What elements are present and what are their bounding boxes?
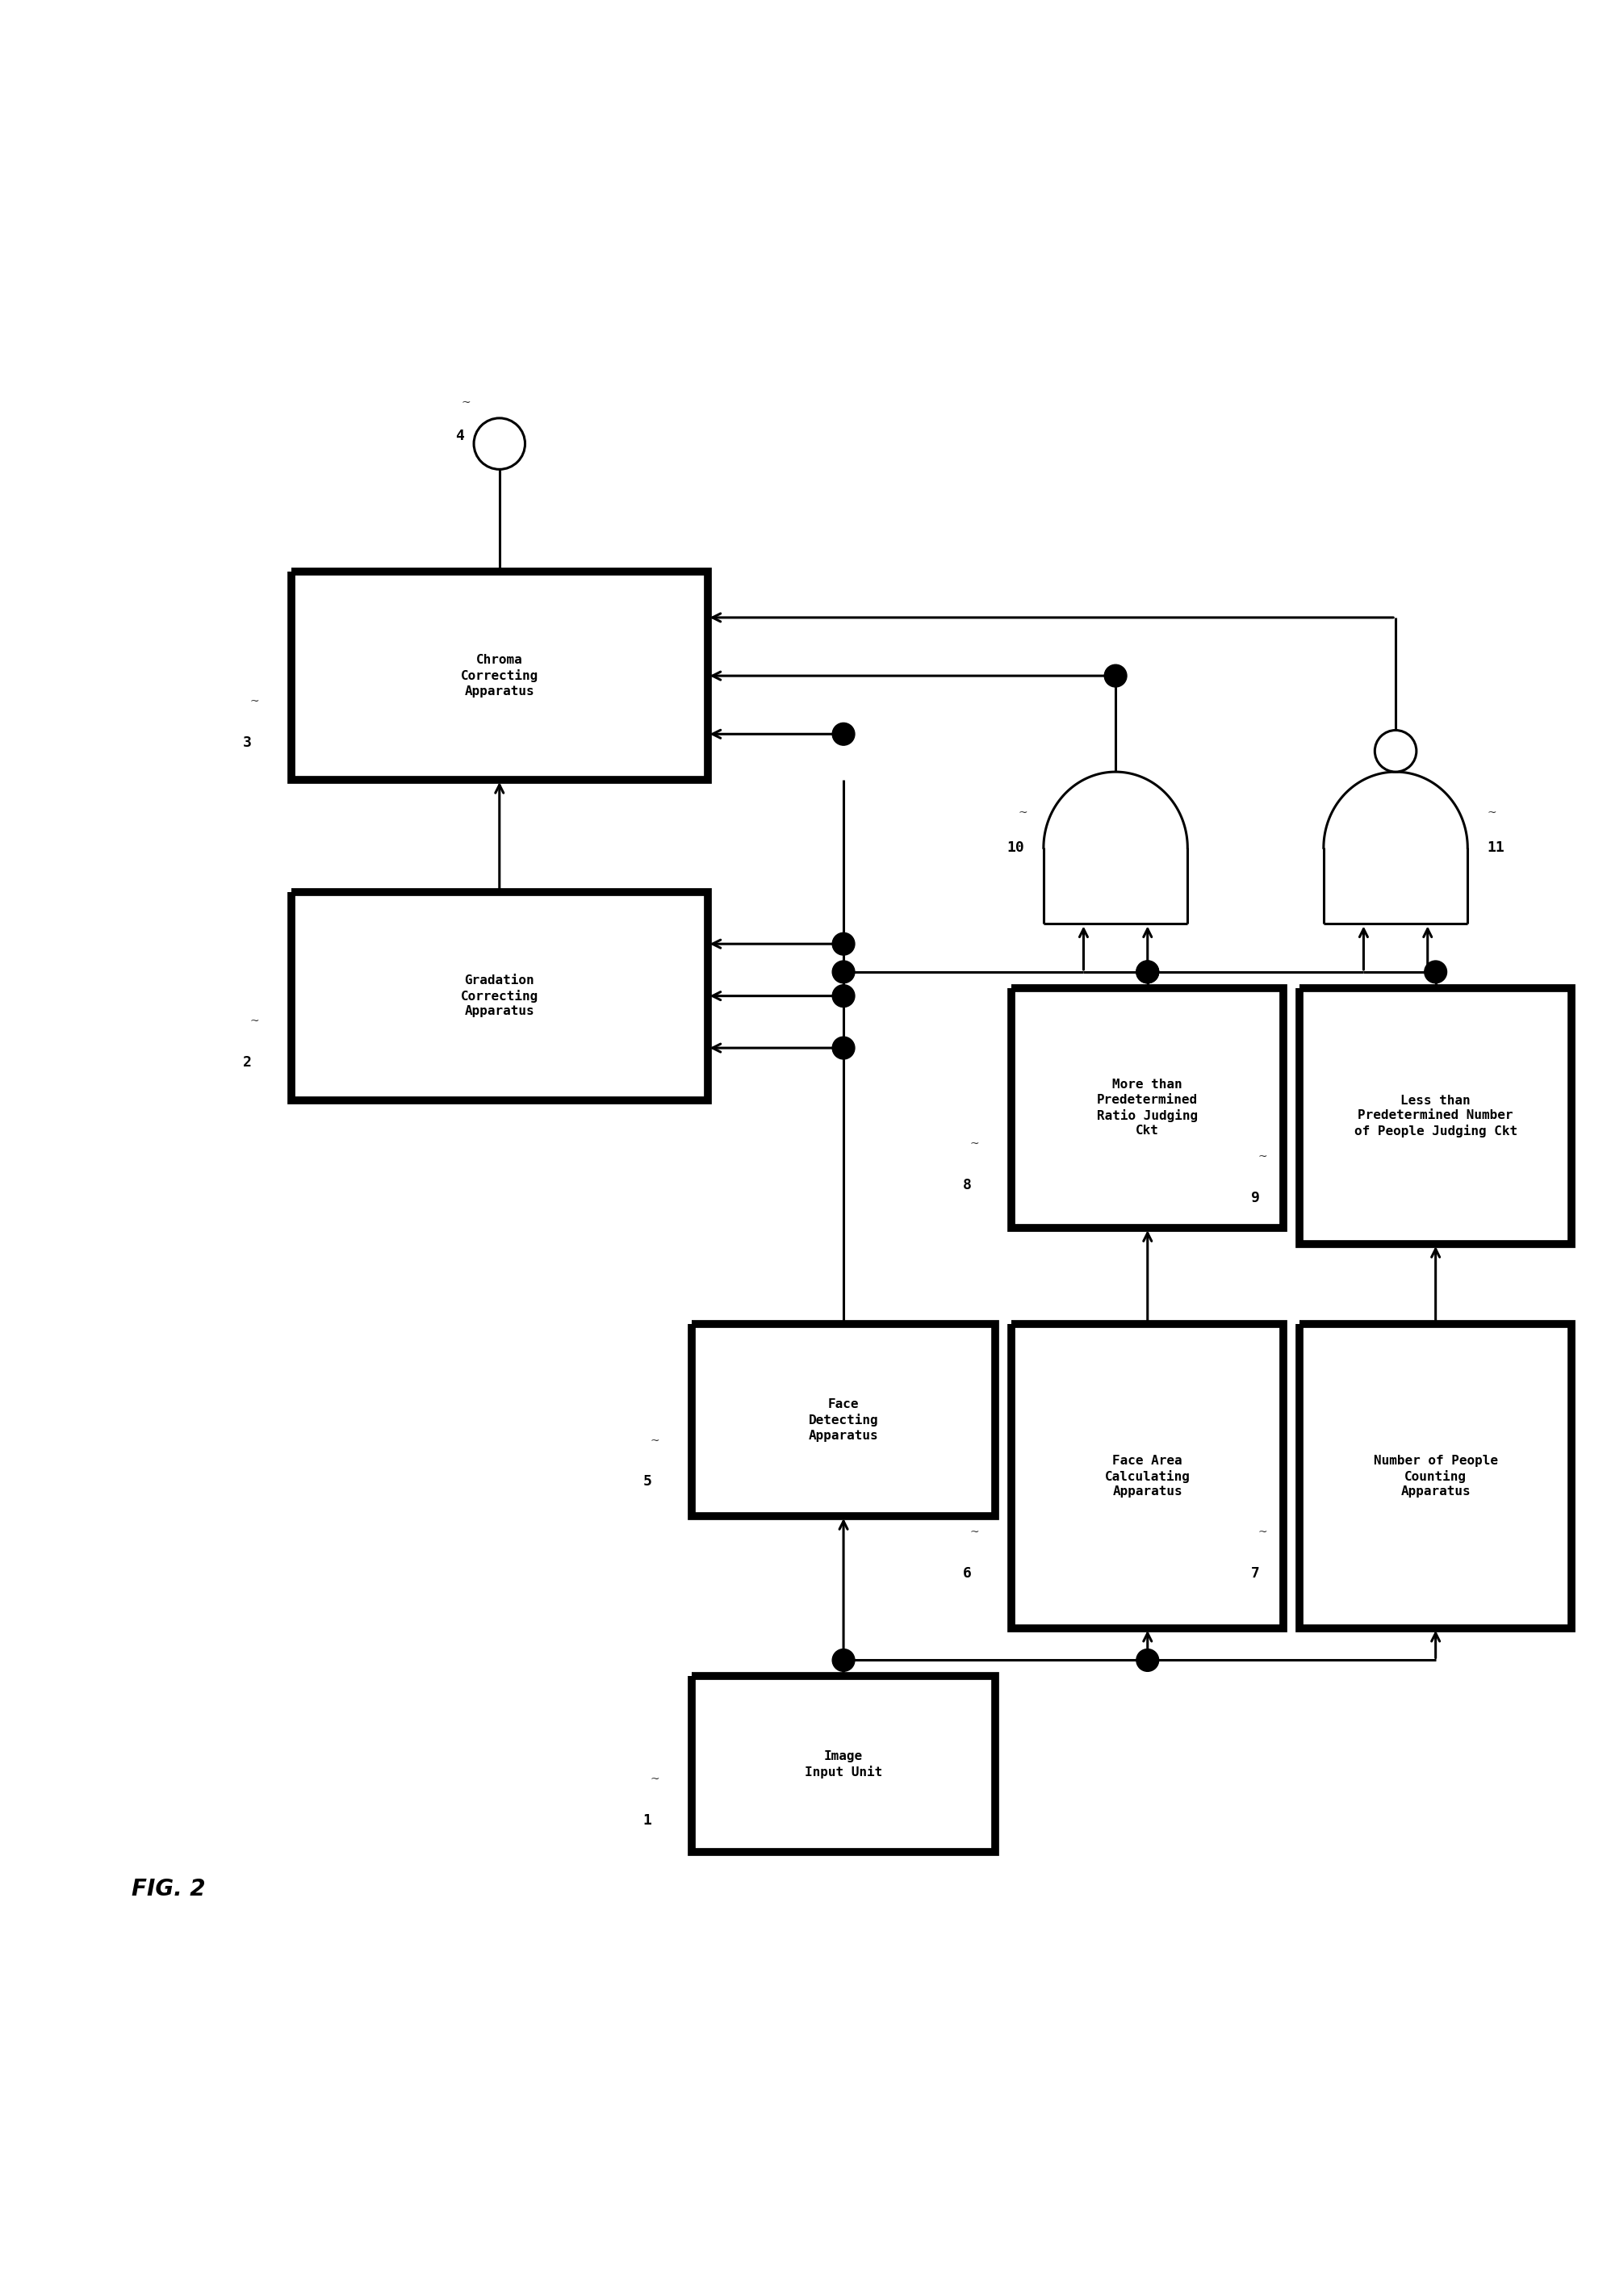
Text: 1: 1 [643,1814,651,1828]
Text: ~: ~ [1258,1527,1268,1538]
Text: ~: ~ [251,1017,259,1026]
Text: Face
Detecting
Apparatus: Face Detecting Apparatus [808,1398,879,1442]
Text: Number of People
Counting
Apparatus: Number of People Counting Apparatus [1374,1456,1498,1497]
Circle shape [832,985,855,1008]
Text: Gradation
Correcting
Apparatus: Gradation Correcting Apparatus [461,974,538,1017]
Bar [1011,1325,1284,1628]
Text: Image
Input Unit: Image Input Unit [805,1750,882,1779]
Text: ~: ~ [651,1435,659,1446]
Bar [1011,987,1284,1228]
Text: ~: ~ [971,1139,980,1150]
Bar [691,1676,995,1853]
Text: ~: ~ [1486,808,1496,820]
Circle shape [1104,664,1127,687]
Text: ~: ~ [1019,808,1027,820]
Bar [1300,987,1572,1244]
Circle shape [474,418,525,468]
Bar [1300,1325,1572,1628]
Text: 7: 7 [1250,1566,1260,1580]
Circle shape [832,723,855,746]
Text: ~: ~ [971,1527,980,1538]
Circle shape [1136,1649,1159,1671]
Text: Less than
Predetermined Number
of People Judging Ckt: Less than Predetermined Number of People… [1355,1095,1517,1137]
Text: 6: 6 [963,1566,972,1580]
Bar [291,891,707,1100]
Bar [691,1325,995,1515]
Text: FIG. 2: FIG. 2 [132,1878,206,1901]
Text: ~: ~ [251,696,259,707]
Bar [291,572,707,781]
Text: 5: 5 [643,1474,651,1488]
Text: Face Area
Calculating
Apparatus: Face Area Calculating Apparatus [1106,1456,1191,1497]
Circle shape [1424,960,1446,983]
Text: Chroma
Correcting
Apparatus: Chroma Correcting Apparatus [461,654,538,698]
Circle shape [832,960,855,983]
Text: 8: 8 [963,1178,972,1192]
Text: 4: 4 [455,429,464,443]
Text: 2: 2 [243,1056,251,1070]
Circle shape [1136,960,1159,983]
Circle shape [832,932,855,955]
Circle shape [1136,960,1159,983]
Text: 3: 3 [243,735,251,751]
Text: 9: 9 [1250,1192,1260,1205]
Text: 11: 11 [1486,840,1504,854]
Text: 10: 10 [1006,840,1024,854]
Text: More than
Predetermined
Ratio Judging
Ckt: More than Predetermined Ratio Judging Ck… [1098,1079,1199,1137]
Text: ~: ~ [461,397,471,409]
Text: ~: ~ [1258,1150,1268,1162]
Circle shape [1376,730,1416,771]
Circle shape [832,1649,855,1671]
Circle shape [832,1038,855,1058]
Text: ~: ~ [651,1775,659,1786]
